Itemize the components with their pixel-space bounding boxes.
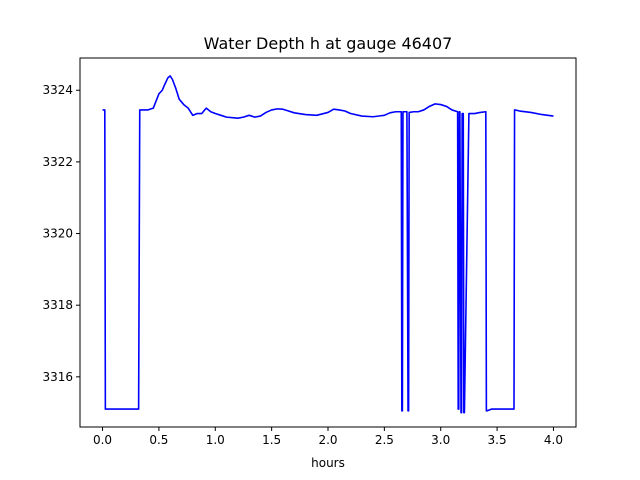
y-tick-label: 3316 bbox=[42, 370, 73, 384]
x-tick-label: 0.0 bbox=[93, 433, 112, 447]
x-axis: 0.0 0.5 1.0 1.5 2.0 2.5 3.0 3.5 4.0 bbox=[93, 427, 563, 447]
x-tick-label: 2.0 bbox=[318, 433, 337, 447]
axes-frame bbox=[79, 57, 577, 428]
x-tick-label: 2.5 bbox=[375, 433, 394, 447]
x-tick-label: 1.0 bbox=[206, 433, 225, 447]
y-tick-label: 3318 bbox=[42, 298, 73, 312]
x-tick-label: 3.5 bbox=[488, 433, 507, 447]
x-tick-label: 0.5 bbox=[149, 433, 168, 447]
chart-title: Water Depth h at gauge 46407 bbox=[204, 34, 453, 53]
x-axis-label: hours bbox=[311, 456, 345, 470]
series-line-0 bbox=[102, 75, 554, 414]
x-tick-label: 3.0 bbox=[431, 433, 450, 447]
y-axis: 3316 3318 3320 3322 3324 bbox=[42, 83, 80, 384]
plot-area bbox=[102, 75, 554, 414]
x-tick-label: 1.5 bbox=[262, 433, 281, 447]
x-tick-label: 4.0 bbox=[544, 433, 563, 447]
y-tick-label: 3322 bbox=[42, 155, 73, 169]
y-tick-label: 3320 bbox=[42, 227, 73, 241]
y-tick-label: 3324 bbox=[42, 83, 73, 97]
